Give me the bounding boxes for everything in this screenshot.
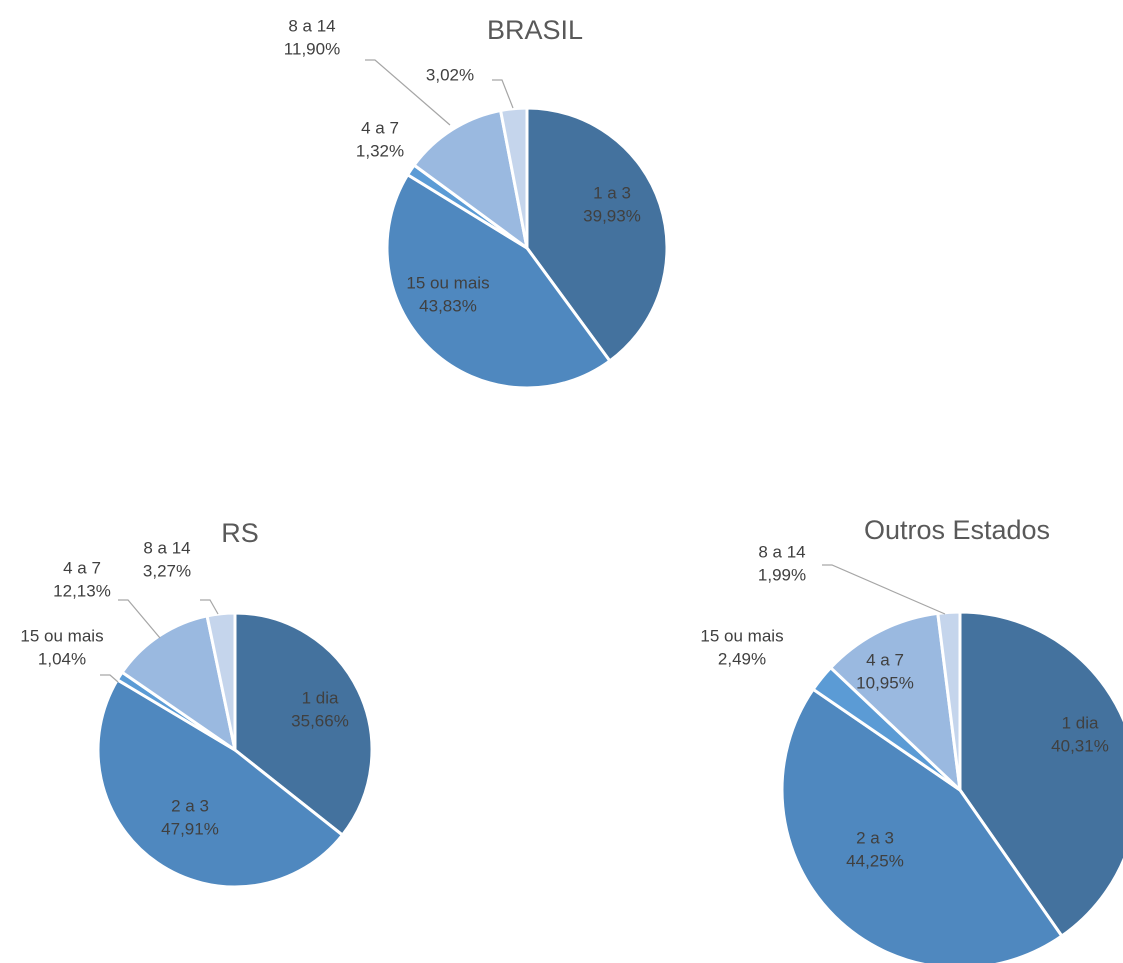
pie-slice [412,108,530,252]
slice-label: 8 a 14 [143,538,190,557]
slice-label: 4 a 7 [361,118,399,137]
pie-slice [525,106,669,363]
value-label: 1,32% [356,141,404,160]
pie-slice [385,172,612,390]
slice-label: 1 dia [302,688,339,707]
value-label: 11,90% [284,39,340,58]
value-label: 3,27% [143,561,191,580]
slice-label: 1 dia [1062,713,1099,732]
pie-slice [828,611,963,794]
value-label: 47,91% [161,819,219,838]
value-label: 2,49% [718,649,766,668]
value-label: 44,25% [846,851,904,870]
slice-label: 1 a 3 [593,183,631,202]
pie-slice [205,611,237,751]
value-label: 35,66% [291,711,349,730]
slice-label: 2 a 3 [171,796,209,815]
value-label: 12,13% [53,581,111,600]
leader-line [200,599,219,615]
leader-line [100,674,119,683]
slice-label: 8 a 14 [758,542,805,561]
value-label: 39,93% [583,206,641,225]
leader-line [492,79,514,109]
slice-label: 4 a 7 [63,558,101,577]
chart-title: BRASIL [487,15,583,45]
value-label: 1,04% [38,649,86,668]
chart-title: RS [221,518,259,548]
pie-slice [233,611,374,838]
value-label: 40,31% [1051,736,1109,755]
pie-slice [936,610,962,791]
value-label: 1,99% [758,565,806,584]
slice-label: 2 a 3 [856,828,894,847]
pie-slice [120,614,238,754]
slice-label: 15 ou mais [406,273,489,292]
slice-label: 15 ou mais [20,626,103,645]
slice-label: 8 a 14 [288,16,335,35]
chart-title: Outros Estados [864,515,1050,545]
slice-label: 15 ou mais [700,626,783,645]
leader-line [118,599,161,639]
pie-slice [96,677,345,889]
leader-line [822,564,946,615]
value-label: 3,02% [426,65,474,84]
value-label: 10,95% [856,673,914,692]
pie-slice [958,610,1123,939]
leader-line [365,59,451,126]
value-label: 43,83% [419,296,477,315]
pie-slice [498,106,529,249]
slice-label: 4 a 7 [866,650,904,669]
pie-slice [780,687,1064,963]
